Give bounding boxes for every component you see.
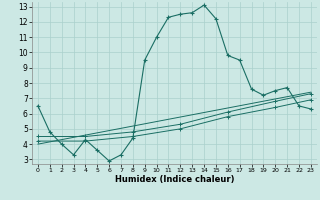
X-axis label: Humidex (Indice chaleur): Humidex (Indice chaleur) <box>115 175 234 184</box>
